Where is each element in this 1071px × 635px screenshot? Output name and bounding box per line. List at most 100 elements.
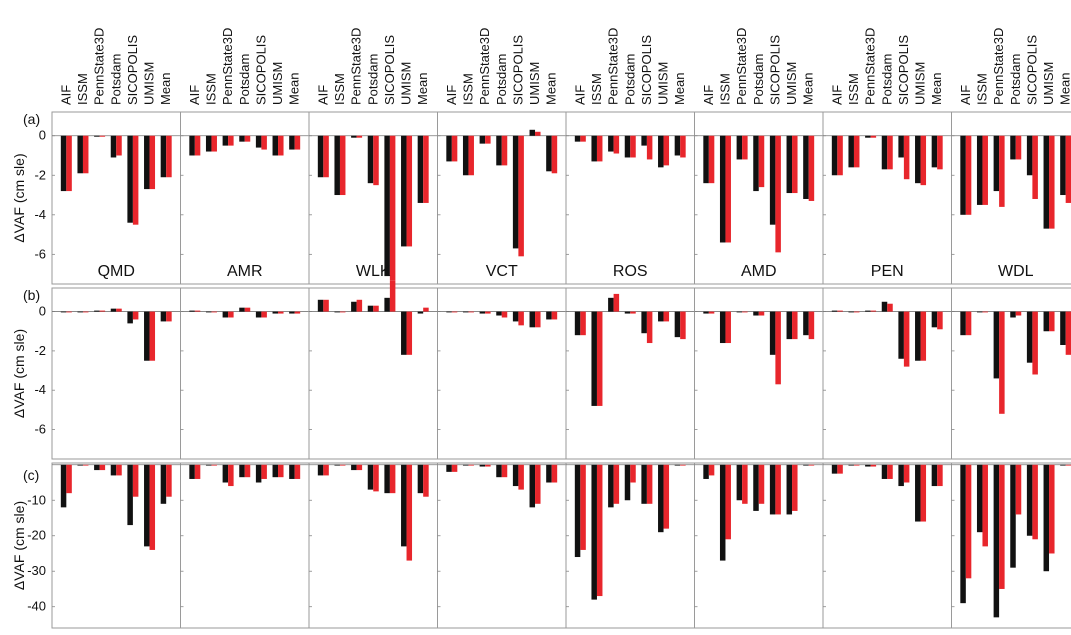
bar-ros-sicopolis-s2 <box>646 311 653 344</box>
model-label-issm-amd: ISSM <box>717 73 732 105</box>
bar-pen-mean-s2 <box>937 464 943 487</box>
bar-vct-potsdam-s1 <box>496 311 502 316</box>
bar-amr-issm-s1 <box>205 464 212 466</box>
bar-amd-mean-s1 <box>803 135 809 199</box>
subplot-frame <box>951 111 1071 285</box>
bar-vct-pennstate3d-s1 <box>479 135 486 144</box>
chart-panels: (a) ΔVAF (cm sle) 0 -2 -4 -6 QMD AMR WLK VCT ROS AM… <box>11 111 1071 629</box>
subplot-ros <box>565 287 695 460</box>
model-label-aif-wdl: AIF <box>958 85 973 105</box>
bar-pen-mean-s2 <box>937 135 943 170</box>
bar-ros-issm-s2 <box>596 135 603 162</box>
bar-wlk-sicopolis-s1 <box>384 297 390 312</box>
bar-amd-umism-s2 <box>792 135 798 194</box>
bar-qmd-pennstate3d-s1 <box>94 464 100 471</box>
bar-pen-potsdam-s2 <box>887 464 893 479</box>
bar-wlk-issm-s2 <box>339 135 346 196</box>
subplot-frame <box>180 462 310 629</box>
bar-vct-umism-s2 <box>535 131 541 136</box>
bar-amr-pennstate3d-s2 <box>228 135 234 146</box>
bar-pen-sicopolis-s1 <box>898 464 904 487</box>
bar-amd-umism-s1 <box>786 464 793 515</box>
bar-amd-aif-s2 <box>708 311 715 314</box>
bar-ros-pennstate3d-s2 <box>613 135 620 154</box>
bar-wdl-pennstate3d-s1 <box>993 135 1000 192</box>
bar-qmd-umism-s2 <box>149 464 156 550</box>
bar-amr-umism-s1 <box>272 135 279 156</box>
bar-qmd-aif-s2 <box>66 311 72 313</box>
bar-amd-mean-s1 <box>803 311 809 336</box>
bar-ros-aif-s1 <box>574 311 581 336</box>
bar-amr-aif-s1 <box>189 310 195 312</box>
bar-wdl-aif-s1 <box>960 135 966 215</box>
subplot-pen: PEN <box>822 111 952 285</box>
bar-pen-umism-s1 <box>915 135 921 184</box>
model-label-pennstate3d-vct: PennState3D <box>477 28 492 105</box>
bar-pen-pennstate3d-s2 <box>870 310 877 312</box>
bar-pen-sicopolis-s2 <box>903 464 910 483</box>
bar-wdl-sicopolis-s1 <box>1026 311 1033 363</box>
bar-qmd-pennstate3d-s1 <box>94 310 100 312</box>
bar-ros-issm-s2 <box>596 464 603 597</box>
bar-wlk-pennstate3d-s1 <box>351 135 357 138</box>
bar-amd-pennstate3d-s2 <box>742 464 748 504</box>
bar-wlk-aif-s1 <box>317 135 324 178</box>
bar-amr-umism-s1 <box>272 464 279 478</box>
bar-amr-sicopolis-s1 <box>255 464 262 483</box>
bar-ros-sicopolis-s2 <box>646 464 653 504</box>
bar-qmd-umism-s1 <box>144 135 150 190</box>
bar-pen-pennstate3d-s2 <box>870 135 877 138</box>
bar-vct-pennstate3d-s2 <box>485 135 491 144</box>
model-label-aif-vct: AIF <box>444 85 459 105</box>
bar-amr-mean-s2 <box>294 311 301 314</box>
bar-pen-mean-s1 <box>931 464 938 487</box>
bar-amr-issm-s1 <box>205 311 212 313</box>
model-label-umism-wdl: UMISM <box>1041 62 1056 105</box>
bar-ros-umism-s1 <box>658 135 664 168</box>
bar-amd-umism-s1 <box>786 135 793 194</box>
bar-qmd-issm-s2 <box>82 311 89 313</box>
panel-b: (b) ΔVAF (cm sle) 0 -2 -4 -6 <box>11 280 1071 460</box>
bar-qmd-sicopolis-s2 <box>132 135 139 225</box>
bar-wdl-mean-s1 <box>1060 464 1066 466</box>
bar-vct-aif-s2 <box>451 311 458 313</box>
bar-vct-sicopolis-s1 <box>512 135 519 249</box>
bar-qmd-issm-s1 <box>77 311 83 313</box>
bar-vct-potsdam-s2 <box>501 464 508 478</box>
bar-wlk-umism-s1 <box>401 135 407 247</box>
subplot-wlk <box>308 280 438 460</box>
bar-ros-mean-s1 <box>674 311 681 338</box>
bar-pen-pennstate3d-s2 <box>870 464 877 467</box>
bar-amd-sicopolis-s1 <box>769 135 776 225</box>
bar-amr-potsdam-s2 <box>244 464 251 478</box>
bar-qmd-sicopolis-s1 <box>127 311 133 324</box>
bar-ros-pennstate3d-s2 <box>613 293 620 312</box>
bar-vct-pennstate3d-s2 <box>485 311 491 314</box>
bar-amr-pennstate3d-s2 <box>228 464 234 487</box>
model-name-header: AIF ISSM PennState3D Potsdam SICOPOLIS UMISM M… <box>58 28 1071 105</box>
bar-ros-sicopolis-s1 <box>641 311 647 334</box>
bar-qmd-sicopolis-s1 <box>127 464 133 526</box>
bar-pen-umism-s2 <box>920 311 927 361</box>
bar-qmd-potsdam-s1 <box>110 308 117 312</box>
bar-pen-potsdam-s1 <box>881 301 888 312</box>
bar-vct-sicopolis-s2 <box>518 464 524 490</box>
bar-wlk-aif-s2 <box>323 464 329 476</box>
bar-wdl-potsdam-s1 <box>1010 135 1016 160</box>
bar-vct-mean-s2 <box>551 135 558 174</box>
y-tick-label: -30 <box>27 563 46 578</box>
bar-amd-issm-s2 <box>725 135 731 243</box>
bar-ros-aif-s1 <box>574 464 581 558</box>
model-label-potsdam-wdl: Potsdam <box>1008 54 1023 105</box>
bar-wlk-pennstate3d-s1 <box>351 301 357 312</box>
bar-amd-sicopolis-s2 <box>775 311 781 385</box>
y-tick-label: -6 <box>34 246 46 261</box>
bar-amr-potsdam-s1 <box>239 307 245 312</box>
bar-pen-pennstate3d-s1 <box>865 135 871 138</box>
bar-amd-sicopolis-s1 <box>769 311 776 355</box>
bar-qmd-issm-s2 <box>82 464 89 466</box>
bar-wlk-umism-s2 <box>406 464 413 561</box>
bar-vct-umism-s1 <box>529 311 536 328</box>
subplot-qmd <box>51 462 181 629</box>
bar-wdl-mean-s2 <box>1065 135 1071 203</box>
